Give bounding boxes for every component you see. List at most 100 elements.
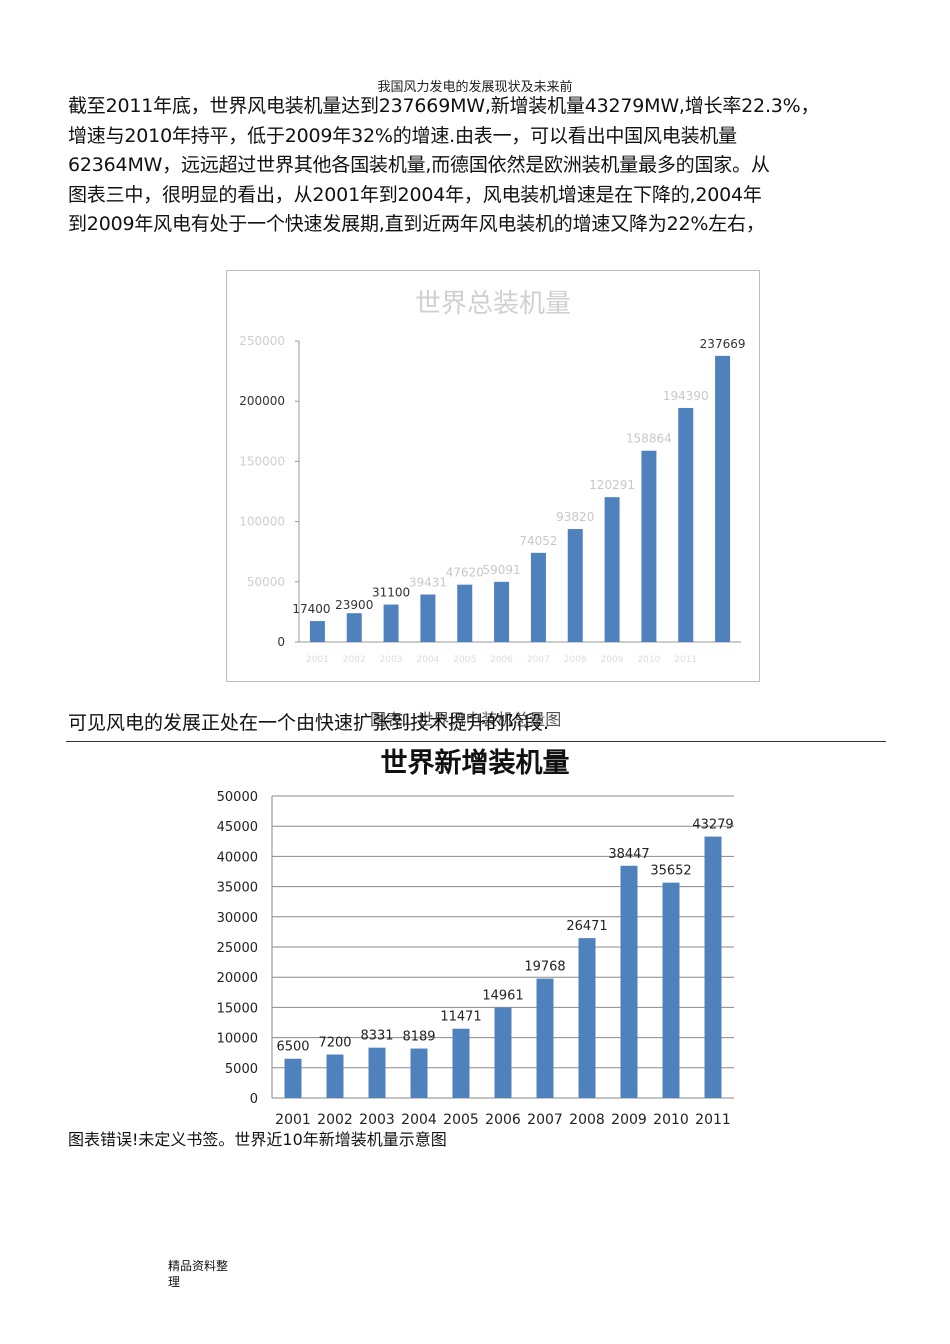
x-tick-label: 2002 <box>343 655 366 665</box>
y-tick-label: 10000 <box>217 1032 258 1047</box>
bar <box>494 1007 512 1098</box>
x-tick-label: 2010 <box>637 655 660 665</box>
body-paragraph: 截至2011年底，世界风电装机量达到237669MW,新增装机量43279MW,… <box>68 92 888 240</box>
data-label: 6500 <box>276 1040 309 1055</box>
data-label: 237669 <box>700 337 746 351</box>
y-tick-label: 100000 <box>239 515 285 529</box>
x-tick-label: 2001 <box>275 1112 311 1125</box>
data-label: 158864 <box>626 432 672 446</box>
running-header: 我国风力发电的发展现状及未来前 <box>377 80 573 95</box>
bar <box>420 594 436 642</box>
y-tick-label: 50000 <box>217 790 258 805</box>
y-tick-label: 0 <box>250 1092 258 1107</box>
x-tick-label: 2011 <box>695 1112 731 1125</box>
footer-note: 精品资料整 理 <box>168 1258 248 1290</box>
data-label: 26471 <box>566 919 607 934</box>
data-label: 38447 <box>608 847 649 862</box>
data-label: 93820 <box>556 510 594 524</box>
x-tick-label: 2009 <box>611 1112 647 1125</box>
bar <box>678 407 694 642</box>
chart1-caption: 图表1 世界风电装机总量图 <box>370 710 562 729</box>
body-line: 到2009年风电有处于一个快速发展期,直到近两年风电装机的增速又降为22%左右， <box>68 213 765 235</box>
data-label: 194390 <box>663 389 709 403</box>
chart-title: 世界总装机量 <box>415 289 571 319</box>
bar <box>620 865 638 1098</box>
bar <box>715 355 731 642</box>
x-tick-label: 2005 <box>443 1112 479 1125</box>
y-tick-label: 5000 <box>225 1062 258 1077</box>
chart2-caption: 图表错误!未定义书签。世界近10年新增装机量示意图 <box>68 1130 447 1149</box>
x-tick-label: 2003 <box>359 1112 395 1125</box>
y-tick-label: 40000 <box>217 850 258 865</box>
footer-note-line: 精品资料整 <box>168 1259 229 1273</box>
bar <box>604 497 620 642</box>
body-line: 截至2011年底，世界风电装机量达到237669MW,新增装机量43279MW,… <box>68 95 820 117</box>
data-label: 19768 <box>524 960 565 975</box>
body-line: 增速与2010年持平，低于2009年32%的增速.由表一，可以看出中国风电装机量 <box>68 124 737 147</box>
bar <box>457 584 473 642</box>
y-tick-label: 30000 <box>217 911 258 926</box>
x-tick-label: 2011 <box>674 655 697 665</box>
y-tick-label: 15000 <box>217 1001 258 1016</box>
body-line: 62364MW，远远超过世界其他各国装机量,而德国依然是欧洲装机量最多的国家。从 <box>68 154 770 176</box>
x-tick-label: 2010 <box>653 1112 689 1125</box>
x-tick-label: 2006 <box>490 655 513 665</box>
data-label: 17400 <box>292 602 330 616</box>
data-label: 11471 <box>440 1010 481 1025</box>
body-line: 图表三中，很明显的看出，从2001年到2004年，风电装机增速是在下降的,200… <box>68 183 762 206</box>
bar <box>704 836 722 1098</box>
y-tick-label: 250000 <box>239 334 285 348</box>
bar <box>284 1058 302 1098</box>
bar <box>662 882 680 1098</box>
bar <box>452 1028 470 1098</box>
bar <box>641 450 657 642</box>
chart-title: 世界新增装机量 <box>381 747 570 779</box>
data-label: 8189 <box>402 1030 435 1045</box>
bar <box>346 613 362 642</box>
bar <box>309 621 325 642</box>
data-label: 120291 <box>589 478 635 492</box>
bar <box>410 1048 428 1098</box>
x-tick-label: 2003 <box>380 655 403 665</box>
data-label: 31100 <box>372 586 410 600</box>
bar <box>536 978 554 1098</box>
y-tick-label: 35000 <box>217 881 258 896</box>
x-tick-label: 2001 <box>306 655 329 665</box>
chart1-frame <box>226 270 760 682</box>
y-tick-label: 150000 <box>239 454 285 468</box>
footer-note-line: 理 <box>168 1275 181 1289</box>
data-label: 43279 <box>692 818 733 833</box>
data-label: 39431 <box>409 576 447 590</box>
data-label: 59091 <box>482 563 520 577</box>
data-label: 35652 <box>650 864 691 879</box>
bar <box>567 529 583 642</box>
data-label: 23900 <box>335 598 373 612</box>
x-tick-label: 2002 <box>317 1112 353 1125</box>
x-tick-label: 2007 <box>527 655 550 665</box>
x-tick-label: 2004 <box>401 1112 437 1125</box>
data-label: 47620 <box>446 566 484 580</box>
y-tick-label: 0 <box>277 635 285 649</box>
bar <box>578 938 596 1098</box>
data-label: 8331 <box>360 1029 393 1044</box>
y-tick-label: 200000 <box>239 394 285 408</box>
chart2-new-capacity: 世界新增装机量 0 5000 10000 15000 20000 25000 30000 350… <box>217 747 734 1125</box>
bar <box>368 1047 386 1098</box>
x-tick-label: 2006 <box>485 1112 521 1125</box>
x-tick-label: 2009 <box>601 655 624 665</box>
x-tick-label: 2008 <box>569 1112 605 1125</box>
data-label: 74052 <box>519 534 557 548</box>
data-label: 14961 <box>482 989 523 1004</box>
data-label: 7200 <box>318 1036 351 1051</box>
y-tick-label: 45000 <box>217 820 258 835</box>
horizontal-rule <box>66 741 886 742</box>
y-tick-label: 20000 <box>217 971 258 986</box>
chart1-total-capacity: 世界总装机量 0 50000 100000 150000 200000 250000 1740… <box>239 289 746 665</box>
x-tick-label: 2005 <box>453 655 476 665</box>
x-tick-label: 2004 <box>416 655 439 665</box>
x-tick-label: 2007 <box>527 1112 563 1125</box>
bar <box>383 604 399 642</box>
paragraph-continuation: 可见风电的发展正处在一个由快速扩张到技术提升的阶段. <box>68 712 550 734</box>
y-tick-label: 25000 <box>217 941 258 956</box>
y-tick-label: 50000 <box>247 575 285 589</box>
